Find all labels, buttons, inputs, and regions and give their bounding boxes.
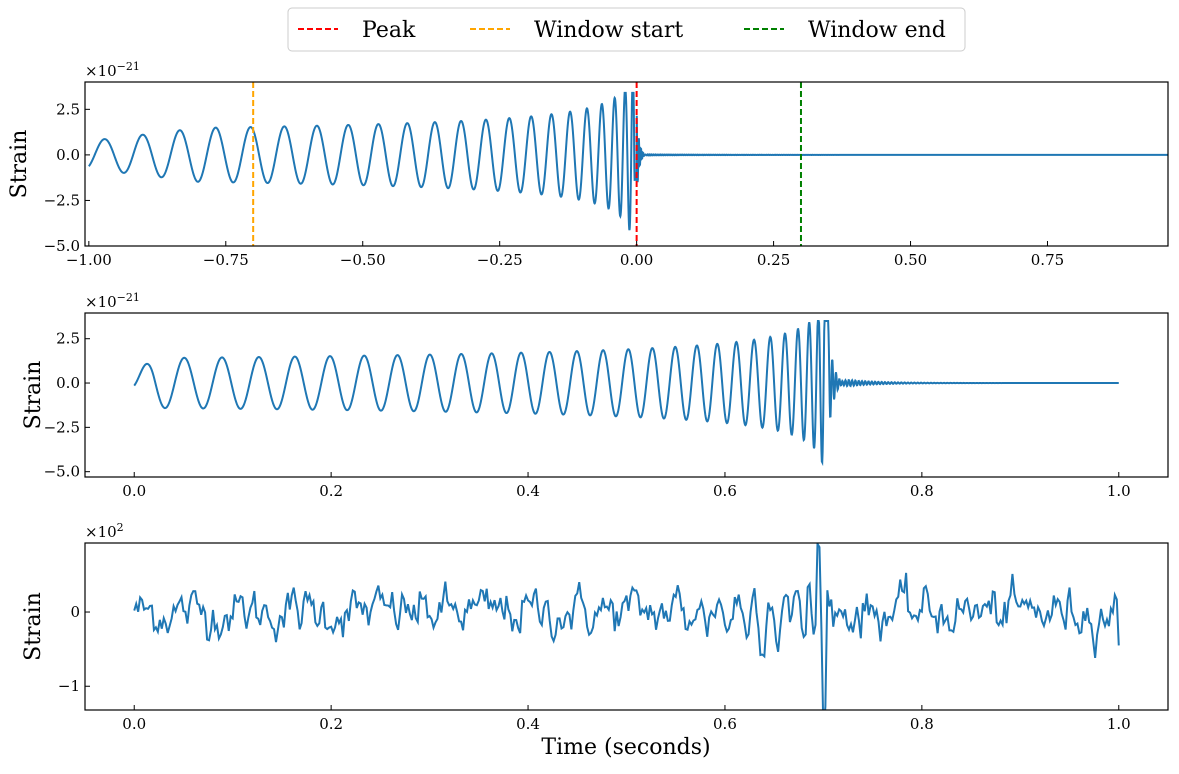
x-axis-label: Time (seconds) [541,735,710,760]
offset-base: ×10 [85,523,117,541]
x-tick-label: 0.2 [319,715,343,733]
offset-text: ×102 [85,521,124,541]
legend-frame [287,7,966,52]
x-tick-label: 0.75 [1031,251,1064,269]
x-tick-label: 0.0 [122,482,146,500]
panel-3: 0.0 0.2 0.4 0.6 0.8 1.0 0 −1 Strain ×102 [21,521,1169,733]
x-tick-label: 0.4 [516,482,540,500]
x-tick-label: −0.75 [203,251,249,269]
series-line [133,319,1119,467]
x-tick-label: 0.8 [910,482,934,500]
x-tick-label: 0.4 [516,715,540,733]
y-tick-label: 0 [70,603,80,621]
panel-2: 0.0 0.2 0.4 0.6 0.8 1.0 2.5 0.0 −2.5 −5.0 Strain ×1… [21,291,1169,500]
x-tick-label: 0.50 [894,251,927,269]
y-tick-label: 0.0 [56,146,80,164]
x-tick-label: 0.6 [713,482,737,500]
y-tick-label: 0.0 [56,374,80,392]
x-tick-label: −1.00 [66,251,112,269]
x-tick-label: 0.00 [620,251,653,269]
x-tick-label: −0.50 [340,251,386,269]
x-tick-label: 0.0 [122,715,146,733]
y-tick-label: −5.0 [44,237,80,255]
x-tick-label: 0.8 [910,715,934,733]
axes-frame [84,542,1169,711]
legend: Peak Window start Window end [287,7,966,52]
x-tick-label: 1.0 [1107,482,1131,500]
y-tick-label: −1 [58,677,80,695]
y-axis-label: Strain [21,361,46,430]
axes-frame [84,312,1169,478]
y-tick-label: −5.0 [44,463,80,481]
offset-exponent: −21 [117,291,140,304]
x-tick-label: −0.25 [477,251,523,269]
offset-base: ×10 [85,293,117,311]
offset-base: ×10 [85,62,117,80]
y-tick-label: −2.5 [44,191,80,209]
offset-text: ×10−21 [85,291,140,311]
y-axis-label: Strain [21,592,46,661]
y-tick-label: 2.5 [56,330,80,348]
x-tick-label: 0.25 [757,251,790,269]
legend-label-window-start: Window start [534,18,683,43]
x-tick-label: 0.6 [713,715,737,733]
legend-label-peak: Peak [362,18,416,43]
offset-text: ×10−21 [85,60,140,80]
x-tick-label: 1.0 [1107,715,1131,733]
series-line [88,91,1168,231]
offset-exponent: 2 [117,521,124,534]
offset-exponent: −21 [117,60,140,73]
y-axis-label: Strain [7,130,32,199]
y-tick-label: −2.5 [44,418,80,436]
panel-1: −1.00 −0.75 −0.50 −0.25 0.00 0.25 0.50 0.75 2.5 0… [7,60,1169,269]
x-tick-label: 0.2 [319,482,343,500]
axes-frame [84,81,1169,247]
legend-label-window-end: Window end [808,18,946,43]
y-tick-label: 2.5 [56,100,80,118]
series-line [133,543,1120,710]
